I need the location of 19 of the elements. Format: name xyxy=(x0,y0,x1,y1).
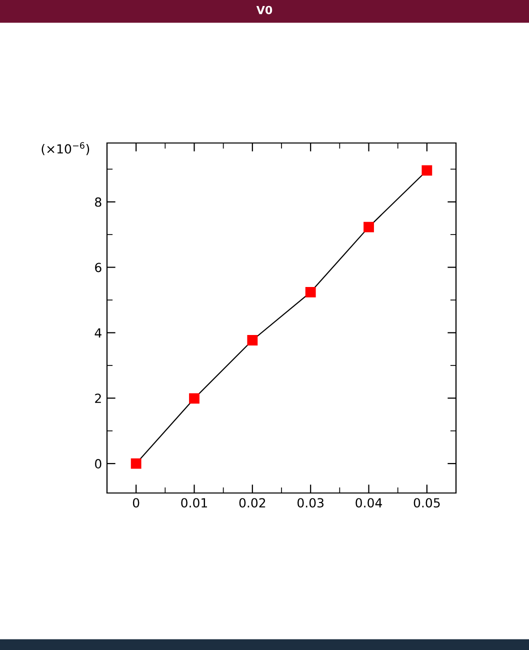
x-tick-label: 0.04 xyxy=(356,498,382,508)
x-tick-label: 0 xyxy=(132,498,140,508)
x-tick-label: 0.03 xyxy=(297,498,324,508)
point xyxy=(305,286,316,298)
y-tick-label: 6 xyxy=(95,262,102,272)
text: (×10$^{−6}$) xyxy=(42,142,90,156)
chart-title: V0 xyxy=(256,6,272,14)
x-tick-label: 0.01 xyxy=(181,498,208,508)
y-tick-label: 8 xyxy=(95,197,102,207)
x-tick-label: 0.02 xyxy=(239,498,266,508)
x-tick-label: 0.05 xyxy=(414,498,440,508)
y-tick-label: 0 xyxy=(95,459,102,468)
y-tick-label: 2 xyxy=(95,394,101,403)
point xyxy=(422,165,432,176)
point xyxy=(364,222,374,232)
point xyxy=(189,393,200,404)
y-tick-label: 4 xyxy=(94,328,102,338)
point xyxy=(130,458,142,469)
point xyxy=(247,335,258,346)
